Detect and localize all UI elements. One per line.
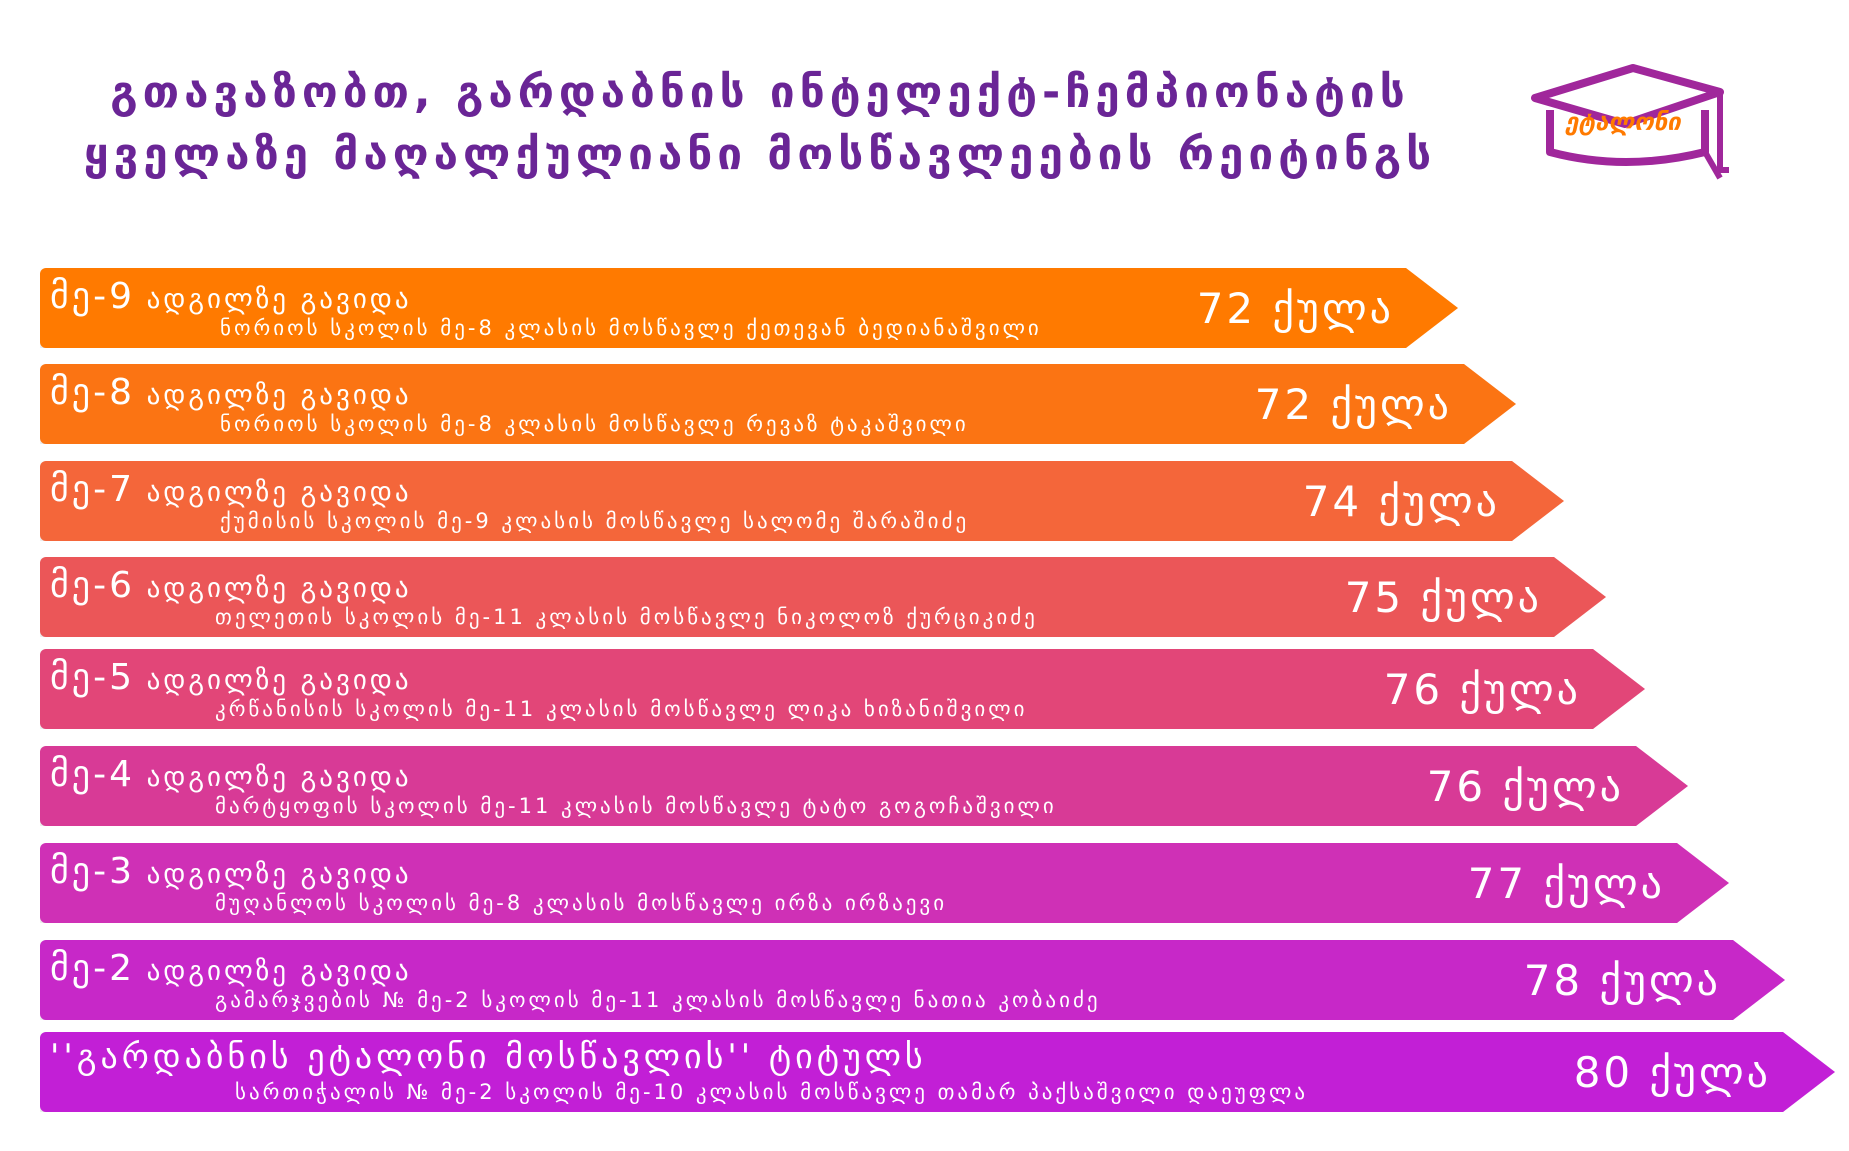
rank-bar-3: მე-3 ადგილზე გავიდა მუღანლოს სკოლის მე-8… (40, 843, 1729, 923)
place-label: ადგილზე გავიდა (134, 762, 412, 793)
place-title: მე-9 ადგილზე გავიდა (50, 276, 412, 317)
place-label: ადგილზე გავიდა (134, 477, 412, 508)
score: 72 ქულა (1254, 380, 1452, 429)
score: 72 ქულა (1196, 284, 1394, 333)
place-number: მე-5 (50, 657, 135, 698)
place-number: მე-4 (50, 754, 135, 795)
place-title: მე-4 ადგილზე გავიდა (50, 754, 412, 795)
score: 78 ქულა (1523, 956, 1721, 1005)
student-info: გამარჯვების № მე-2 სკოლის მე-11 კლასის მ… (215, 988, 1101, 1012)
place-label: ადგილზე გავიდა (134, 859, 412, 890)
student-info: ნორიოს სკოლის მე-8 კლასის მოსწავლე ქეთევ… (220, 316, 1042, 340)
place-title: ''გარდაბნის ეტალონი მოსწავლის'' ტიტულს (50, 1036, 927, 1077)
score: 76 ქულა (1426, 762, 1624, 811)
place-title: მე-6 ადგილზე გავიდა (50, 565, 412, 606)
student-info: სართიჭალის № მე-2 სკოლის მე-10 კლასის მო… (235, 1080, 1309, 1104)
rank-bar-8: მე-8 ადგილზე გავიდა ნორიოს სკოლის მე-8 კ… (40, 364, 1516, 444)
score: 77 ქულა (1467, 859, 1665, 908)
place-label: ადგილზე გავიდა (134, 284, 412, 315)
place-number: მე-8 (50, 372, 135, 413)
place-title: მე-5 ადგილზე გავიდა (50, 657, 412, 698)
logo: ეტალონი (1515, 60, 1735, 190)
rank-bar-5: მე-5 ადგილზე გავიდა კრწანისის სკოლის მე-… (40, 649, 1645, 729)
place-title: მე-7 ადგილზე გავიდა (50, 469, 412, 510)
place-number: მე-2 (50, 948, 135, 989)
rank-bar-6: მე-6 ადგილზე გავიდა თელეთის სკოლის მე-11… (40, 557, 1606, 637)
score: 75 ქულა (1344, 573, 1542, 622)
place-number: მე-6 (50, 565, 135, 606)
student-info: თელეთის სკოლის მე-11 კლასის მოსწავლე ნიკ… (215, 605, 1038, 629)
rank-bar-7: მე-7 ადგილზე გავიდა ქუმისის სკოლის მე-9 … (40, 461, 1564, 541)
place-title: მე-2 ადგილზე გავიდა (50, 948, 412, 989)
place-title: მე-3 ადგილზე გავიდა (50, 851, 412, 892)
student-info: კრწანისის სკოლის მე-11 კლასის მოსწავლე ლ… (215, 697, 1028, 721)
student-info: ქუმისის სკოლის მე-9 კლასის მოსწავლე სალო… (220, 509, 970, 533)
page-title: გთავაზობთ, გარდაბნის ინტელექტ-ჩემპიონატი… (40, 62, 1480, 186)
logo-text: ეტალონი (1565, 108, 1681, 136)
place-number: მე-9 (50, 276, 135, 317)
place-number: მე-7 (50, 469, 135, 510)
rank-bar-9: მე-9 ადგილზე გავიდა ნორიოს სკოლის მე-8 კ… (40, 268, 1458, 348)
score: 74 ქულა (1302, 477, 1500, 526)
place-title: მე-8 ადგილზე გავიდა (50, 372, 412, 413)
score: 76 ქულა (1383, 665, 1581, 714)
place-label: ადგილზე გავიდა (134, 956, 412, 987)
place-number: მე-3 (50, 851, 135, 892)
place-label: ''გარდაბნის ეტალონი მოსწავლის'' ტიტულს (50, 1037, 927, 1077)
graduation-cap-icon (1531, 64, 1729, 180)
rank-bar-2: მე-2 ადგილზე გავიდა გამარჯვების № მე-2 ს… (40, 940, 1785, 1020)
score: 80 ქულა (1573, 1048, 1771, 1097)
place-label: ადგილზე გავიდა (134, 665, 412, 696)
place-label: ადგილზე გავიდა (134, 573, 412, 604)
student-info: მარტყოფის სკოლის მე-11 კლასის მოსწავლე ტ… (215, 794, 1057, 818)
title-line-2: ყველაზე მაღალქულიანი მოსწავლეების რეიტინ… (83, 129, 1437, 180)
rank-bar-1: ''გარდაბნის ეტალონი მოსწავლის'' ტიტულს ს… (40, 1032, 1835, 1112)
student-info: მუღანლოს სკოლის მე-8 კლასის მოსწავლე ირზ… (215, 891, 948, 915)
student-info: ნორიოს სკოლის მე-8 კლასის მოსწავლე რევაზ… (220, 412, 969, 436)
place-label: ადგილზე გავიდა (134, 380, 412, 411)
title-line-1: გთავაზობთ, გარდაბნის ინტელექტ-ჩემპიონატი… (110, 67, 1410, 118)
rank-bar-4: მე-4 ადგილზე გავიდა მარტყოფის სკოლის მე-… (40, 746, 1688, 826)
